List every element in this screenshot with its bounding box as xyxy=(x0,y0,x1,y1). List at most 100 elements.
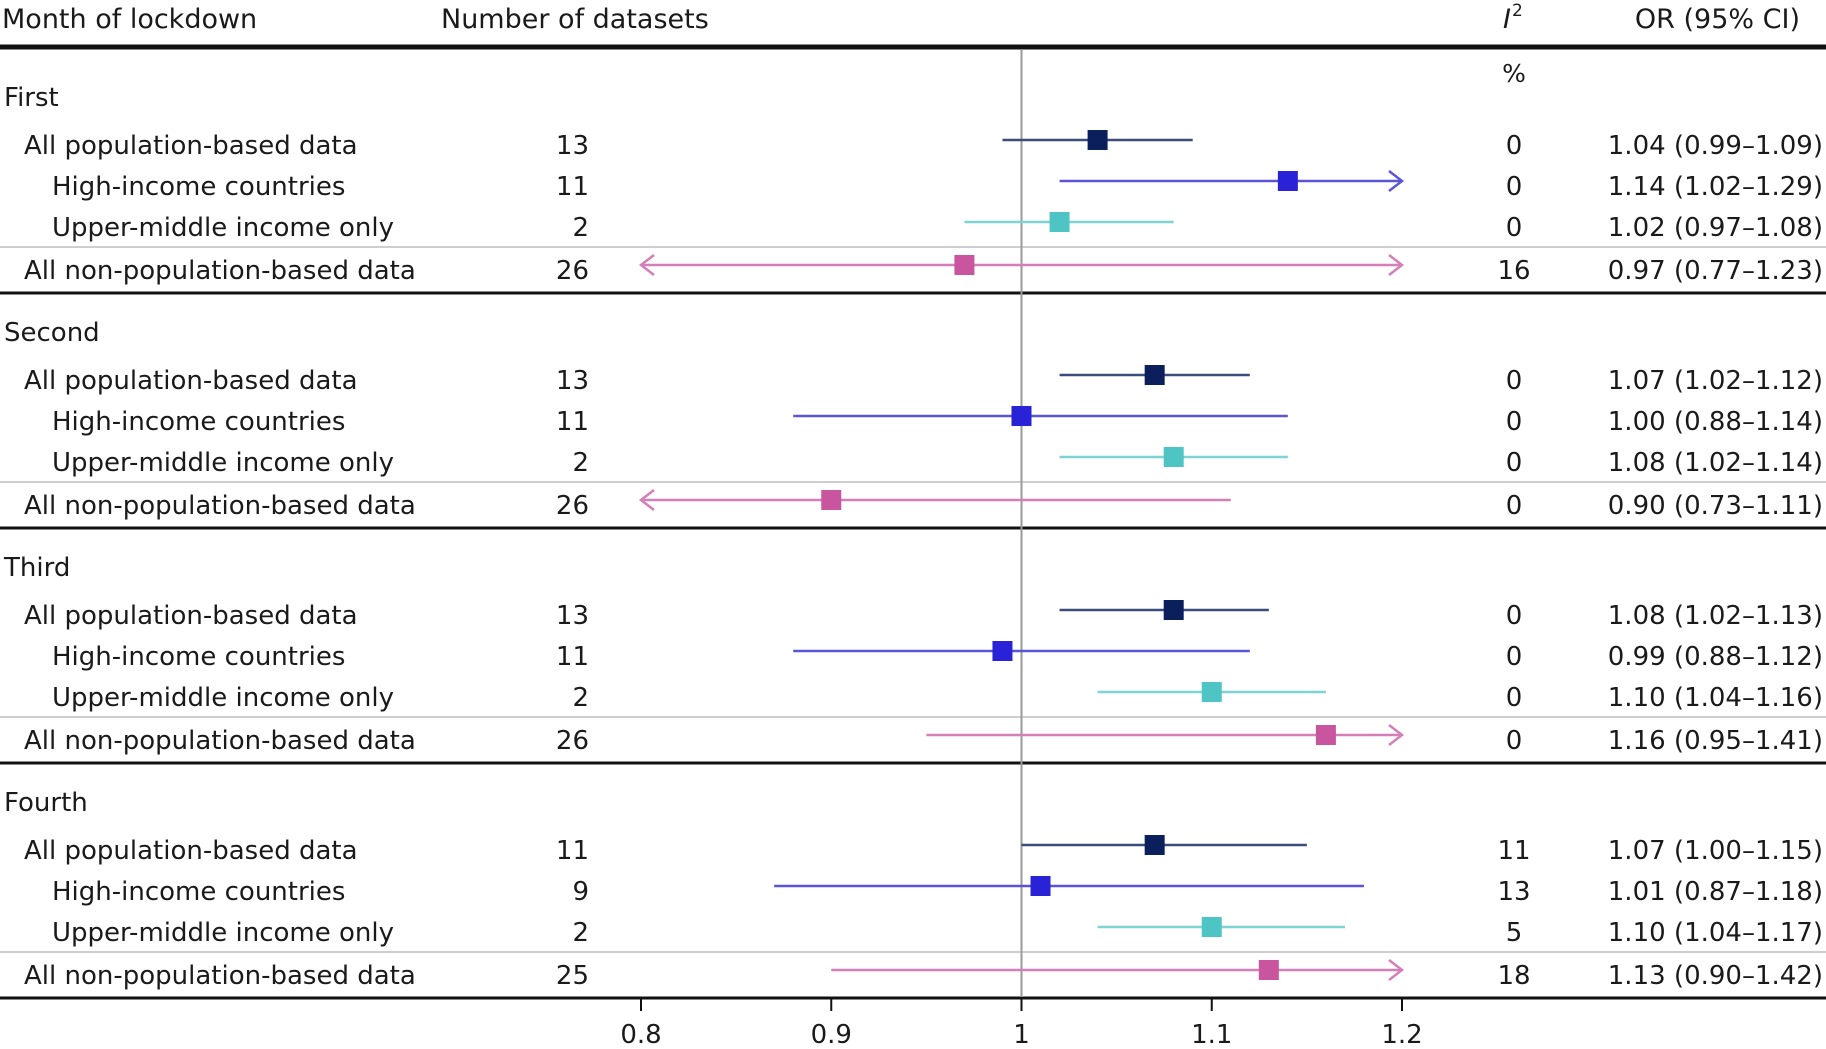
x-axis: 0.8 0.9 1 1.1 1.2 xyxy=(620,997,1423,1049)
row-label: All non-population-based data xyxy=(24,256,416,286)
row-label: Upper-middle income only xyxy=(52,448,394,478)
i2-value: 0 xyxy=(1506,366,1523,396)
table-row: All population-based data 13 0 1.04 (0.99–1… xyxy=(24,130,1823,161)
table-row: All non-population-based data 26 0 1.16 (0.… xyxy=(24,724,1823,756)
or-ci-value: 1.08 (1.02–1.14) xyxy=(1608,448,1823,478)
dataset-count: 11 xyxy=(556,407,589,437)
point-estimate xyxy=(1087,130,1108,150)
or-ci-value: 1.00 (0.88–1.14) xyxy=(1608,407,1823,437)
dataset-count: 13 xyxy=(556,601,589,631)
x-tick-label: 1 xyxy=(1013,1020,1030,1049)
i2-value: 5 xyxy=(1506,918,1523,948)
table-rows: First All population-based data 13 0 1.04 (0… xyxy=(3,83,1823,991)
dataset-count: 11 xyxy=(556,836,589,866)
table-row: Upper-middle income only 2 0 1.02 (0.97–1.0… xyxy=(52,212,1823,243)
x-tick-label: 1.1 xyxy=(1191,1020,1232,1049)
row-label: All non-population-based data xyxy=(24,491,416,521)
header-month-of-lockdown: Month of lockdown xyxy=(2,4,257,35)
i2-value: 0 xyxy=(1506,131,1523,161)
dataset-count: 11 xyxy=(556,172,589,202)
x-tick-label: 1.2 xyxy=(1381,1020,1422,1049)
row-label: All population-based data xyxy=(24,601,358,631)
group-first: First All population-based data 13 0 1.04 (0… xyxy=(4,83,1823,286)
or-ci-value: 1.13 (0.90–1.42) xyxy=(1608,961,1823,991)
dataset-count: 11 xyxy=(556,642,589,672)
i2-value: 0 xyxy=(1506,642,1523,672)
point-estimate xyxy=(821,490,842,510)
table-row: All population-based data 11 11 1.07 (1.00–… xyxy=(24,835,1823,866)
i2-value: 11 xyxy=(1497,836,1530,866)
table-row: Upper-middle income only 2 0 1.08 (1.02–1.1… xyxy=(52,447,1823,478)
row-label: All population-based data xyxy=(24,131,358,161)
or-ci-value: 0.90 (0.73–1.11) xyxy=(1608,491,1823,521)
dataset-count: 2 xyxy=(572,918,589,948)
ci-arrow-right xyxy=(1388,724,1405,746)
point-estimate xyxy=(1315,725,1336,745)
point-estimate xyxy=(1011,406,1032,426)
group-label: Fourth xyxy=(4,788,88,818)
dataset-count: 26 xyxy=(556,256,589,286)
point-estimate xyxy=(992,641,1013,661)
dataset-count: 25 xyxy=(556,961,589,991)
row-label: High-income countries xyxy=(52,877,345,907)
or-ci-value: 0.97 (0.77–1.23) xyxy=(1608,256,1823,286)
point-estimate xyxy=(1049,212,1070,232)
ci-arrow-left xyxy=(638,489,655,511)
dataset-count: 13 xyxy=(556,366,589,396)
table-row: High-income countries 11 0 1.14 (1.02–1.29) xyxy=(52,170,1823,202)
x-tick-label: 0.8 xyxy=(620,1020,661,1049)
i2-value: 0 xyxy=(1506,491,1523,521)
table-row: All population-based data 13 0 1.08 (1.02–1… xyxy=(24,600,1823,631)
table-row: Upper-middle income only 2 0 1.10 (1.04–1.1… xyxy=(52,682,1823,713)
group-label: Second xyxy=(4,318,100,348)
header-or-ci: OR (95% CI) xyxy=(1635,4,1800,35)
i2-value: 18 xyxy=(1497,961,1530,991)
ci-arrow-right xyxy=(1388,959,1405,981)
header-rule xyxy=(0,44,1826,50)
row-label: All population-based data xyxy=(24,366,358,396)
table-row: Upper-middle income only 2 5 1.10 (1.04–1.1… xyxy=(52,917,1823,948)
dataset-count: 2 xyxy=(572,683,589,713)
ci-arrow-right xyxy=(1388,254,1405,276)
row-label: High-income countries xyxy=(52,407,345,437)
or-ci-value: 1.07 (1.00–1.15) xyxy=(1608,836,1823,866)
point-estimate xyxy=(1258,960,1279,980)
or-ci-value: 1.10 (1.04–1.16) xyxy=(1608,683,1823,713)
or-ci-value: 1.14 (1.02–1.29) xyxy=(1608,172,1823,202)
row-label: All non-population-based data xyxy=(24,726,416,756)
group-rule xyxy=(0,761,1826,765)
or-ci-value: 1.04 (0.99–1.09) xyxy=(1608,131,1823,161)
i2-value: 0 xyxy=(1506,726,1523,756)
dataset-count: 26 xyxy=(556,726,589,756)
point-estimate xyxy=(954,255,975,275)
point-estimate xyxy=(1201,917,1222,937)
point-estimate xyxy=(1201,682,1222,702)
point-estimate xyxy=(1144,835,1165,855)
dataset-count: 2 xyxy=(572,213,589,243)
group-third: Third All population-based data 13 0 1.08 (1… xyxy=(3,553,1823,756)
ci-arrow-left xyxy=(638,254,655,276)
i2-value: 13 xyxy=(1497,877,1530,907)
header-number-of-datasets: Number of datasets xyxy=(441,4,709,35)
group-label: First xyxy=(4,83,59,113)
point-estimate xyxy=(1030,876,1051,896)
row-label: Upper-middle income only xyxy=(52,683,394,713)
i2-value: 0 xyxy=(1506,407,1523,437)
i2-value: 0 xyxy=(1506,172,1523,202)
point-estimate xyxy=(1277,171,1298,191)
x-tick-label: 0.9 xyxy=(811,1020,852,1049)
or-ci-value: 1.08 (1.02–1.13) xyxy=(1608,601,1823,631)
ci-arrow-right xyxy=(1388,170,1405,192)
dataset-count: 9 xyxy=(572,877,589,907)
or-ci-value: 0.99 (0.88–1.12) xyxy=(1608,642,1823,672)
header-i2-unit: % xyxy=(1502,59,1526,88)
row-label: High-income countries xyxy=(52,642,345,672)
i2-value: 16 xyxy=(1497,256,1530,286)
table-row: All non-population-based data 26 16 0.97 (0… xyxy=(24,254,1823,286)
group-second: Second All population-based data 13 0 1.07 (… xyxy=(4,318,1823,521)
or-ci-value: 1.16 (0.95–1.41) xyxy=(1608,726,1823,756)
group-fourth: Fourth All population-based data 11 11 1.07 … xyxy=(4,788,1823,991)
group-rule xyxy=(0,291,1826,295)
i2-value: 0 xyxy=(1506,683,1523,713)
